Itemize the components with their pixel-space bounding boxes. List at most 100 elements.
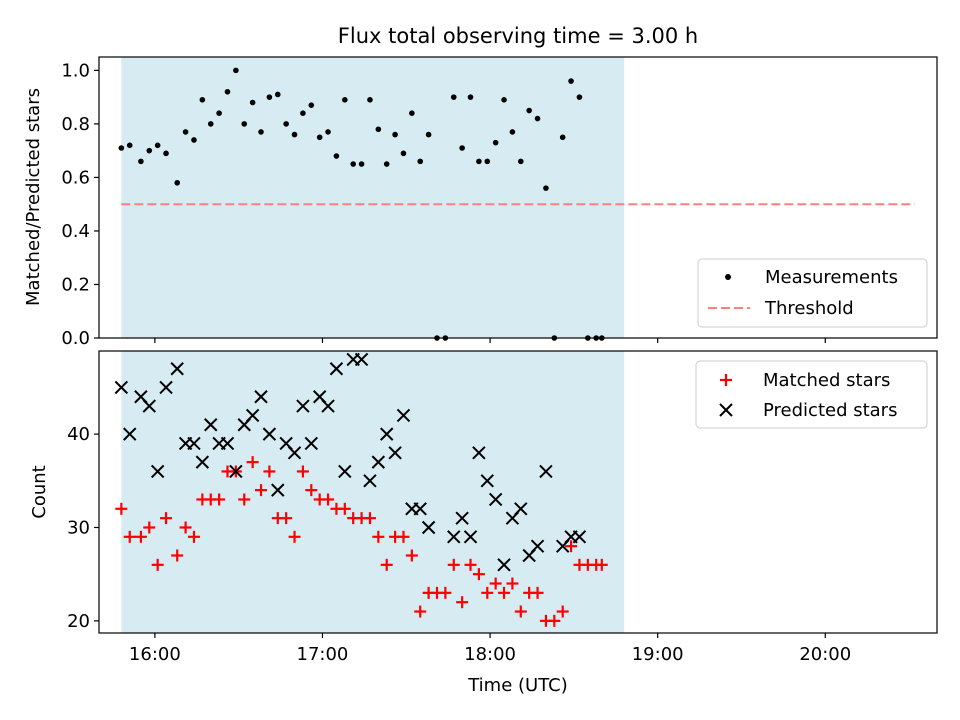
predicted-point xyxy=(170,362,184,376)
predicted-point xyxy=(396,408,411,423)
matched-point xyxy=(115,502,128,515)
x-tick-label: 20:00 xyxy=(799,644,851,665)
measurement-point xyxy=(325,129,331,135)
measurement-point xyxy=(316,134,323,141)
measurement-point xyxy=(118,145,125,151)
matched-point xyxy=(296,465,309,478)
measurement-point xyxy=(174,179,181,186)
chart-title: Flux total observing time = 3.00 h xyxy=(338,24,698,48)
measurement-point xyxy=(249,99,256,106)
predicted-point xyxy=(287,446,302,460)
measurement-point xyxy=(300,110,306,116)
measurement-point xyxy=(138,158,144,165)
y-tick-label: 1.0 xyxy=(61,60,90,81)
predicted-point xyxy=(304,436,319,451)
predicted-point xyxy=(447,530,461,544)
predicted-point xyxy=(530,539,545,553)
matched-point xyxy=(514,605,527,618)
matched-point xyxy=(179,521,192,534)
predicted-point xyxy=(480,474,494,488)
measurement-point xyxy=(216,110,222,116)
matched-point xyxy=(288,530,301,543)
top-x-ticks xyxy=(154,338,826,343)
measurement-point xyxy=(534,115,541,122)
measurement-point xyxy=(207,121,214,127)
predicted-point xyxy=(245,408,260,423)
matched-point xyxy=(472,568,485,581)
predicted-point xyxy=(204,418,218,432)
measurement-point xyxy=(501,97,507,103)
predicted-point xyxy=(488,492,503,507)
matched-point xyxy=(548,614,561,627)
y-tick-label: 0.0 xyxy=(61,328,90,349)
y-tick-label: 0.2 xyxy=(61,274,90,295)
matched-point xyxy=(447,558,460,571)
measurement-point xyxy=(517,158,524,165)
measurements-legend-label: Measurements xyxy=(765,267,898,288)
predicted-point xyxy=(472,446,486,460)
predicted-point xyxy=(388,446,402,460)
matched-point xyxy=(305,484,318,497)
predicted-legend-label: Predicted stars xyxy=(763,400,897,421)
predicted-point xyxy=(159,380,173,395)
matched-point xyxy=(160,512,173,525)
measurement-point xyxy=(425,131,432,138)
predicted-point xyxy=(380,427,394,441)
measurement-point xyxy=(417,158,424,165)
predicted-point xyxy=(123,427,137,441)
predicted-point xyxy=(514,502,528,516)
y-tick-label: 0.6 xyxy=(61,167,90,188)
predicted-stars-series xyxy=(114,352,587,572)
matched-legend-marker xyxy=(720,374,732,386)
bottom-y-axis-label: Count xyxy=(29,465,50,518)
measurement-point xyxy=(543,185,549,191)
measurement-point xyxy=(154,142,161,149)
predicted-point xyxy=(195,455,210,469)
shade-rect xyxy=(121,57,625,338)
matched-point xyxy=(187,530,200,543)
predicted-point xyxy=(539,464,553,479)
matched-point xyxy=(380,558,393,571)
bottom-legend: Matched stars Predicted stars xyxy=(695,360,928,429)
matched-point xyxy=(481,586,494,599)
measurement-point xyxy=(342,97,348,103)
matched-point xyxy=(280,512,293,525)
predicted-point xyxy=(114,380,129,395)
measurement-point xyxy=(241,121,248,127)
measurement-point xyxy=(484,158,491,165)
measurement-point xyxy=(476,158,482,165)
measurements-legend-marker xyxy=(725,274,731,280)
matched-point xyxy=(151,558,164,571)
top-legend: Measurements Threshold xyxy=(697,258,928,328)
predicted-point xyxy=(329,362,344,376)
matched-point xyxy=(255,484,268,497)
measurement-point xyxy=(358,161,365,167)
matched-point xyxy=(246,456,259,469)
matched-point xyxy=(439,586,452,599)
x-tick-label: 18:00 xyxy=(464,644,516,665)
predicted-point xyxy=(229,464,243,479)
matched-point xyxy=(464,558,477,571)
matched-point xyxy=(506,577,519,590)
x-tick-label: 16:00 xyxy=(129,644,181,665)
threshold-legend-label: Threshold xyxy=(764,298,854,319)
matched-point xyxy=(565,540,578,553)
measurement-point xyxy=(392,131,398,138)
y-tick-label: 30 xyxy=(67,517,90,538)
measurement-point xyxy=(233,67,239,74)
measurement-point xyxy=(400,150,407,157)
measurement-point xyxy=(308,102,315,108)
measurement-point xyxy=(568,78,574,84)
x-tick-label: 17:00 xyxy=(297,644,349,665)
measurement-point xyxy=(383,161,390,167)
measurement-point xyxy=(459,145,465,151)
top-axes-frame xyxy=(98,56,938,339)
matched-point xyxy=(263,465,276,478)
measurement-point xyxy=(526,107,532,114)
measurement-point xyxy=(191,137,197,143)
matched-stars-series xyxy=(115,456,608,627)
predicted-point xyxy=(220,436,235,451)
predicted-point xyxy=(363,474,377,488)
predicted-point xyxy=(321,399,335,413)
y-tick-label: 0.8 xyxy=(61,114,90,135)
